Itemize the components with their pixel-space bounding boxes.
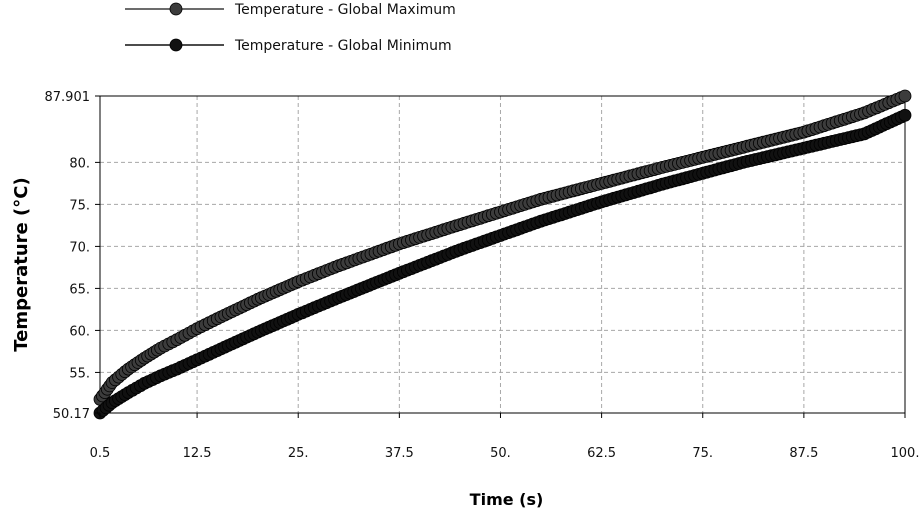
y-tick-label: 65. xyxy=(69,282,90,297)
plot-frame xyxy=(99,95,906,414)
legend-marker xyxy=(169,38,183,52)
x-tick-labels: 0.5 12.5 25. 37.5 50. 62.5 75. 87.5 100. xyxy=(90,413,919,461)
x-tick-label: 0.5 xyxy=(90,446,111,461)
series-global-maximum xyxy=(93,89,912,406)
legend: Temperature - Global Maximum Temperature … xyxy=(125,2,456,54)
legend-item: Temperature - Global Minimum xyxy=(125,38,452,54)
x-tick-label: 100. xyxy=(891,446,919,461)
y-tick-label: 87.901 xyxy=(45,90,91,105)
legend-label: Temperature - Global Maximum xyxy=(234,2,456,18)
x-tick-label: 37.5 xyxy=(385,446,414,461)
x-axis-title: Time (s) xyxy=(470,490,544,509)
y-tick-label: 60. xyxy=(69,324,90,339)
x-tick-label: 87.5 xyxy=(789,446,818,461)
y-tick-label: 50.17 xyxy=(53,407,90,422)
series-group xyxy=(93,89,912,420)
legend-item: Temperature - Global Maximum xyxy=(125,2,456,18)
series-line xyxy=(99,113,906,415)
y-tick-label: 70. xyxy=(69,240,90,255)
y-tick-label: 55. xyxy=(69,366,90,381)
series-global-minimum xyxy=(93,108,912,420)
x-tick-label: 50. xyxy=(490,446,511,461)
y-tick-label: 75. xyxy=(69,198,90,213)
data-point xyxy=(898,108,912,122)
y-axis-title: Temperature (°C) xyxy=(11,177,32,351)
legend-marker xyxy=(169,2,183,16)
x-tick-label: 75. xyxy=(692,446,713,461)
x-tick-label: 25. xyxy=(288,446,309,461)
y-tick-labels: 50.17 55. 60. 65. 70. 75. 80. 87.901 xyxy=(45,90,100,422)
x-tick-label: 62.5 xyxy=(587,446,616,461)
data-point xyxy=(898,89,912,103)
legend-label: Temperature - Global Minimum xyxy=(234,38,452,54)
y-tick-label: 80. xyxy=(69,156,90,171)
x-tick-label: 12.5 xyxy=(183,446,212,461)
